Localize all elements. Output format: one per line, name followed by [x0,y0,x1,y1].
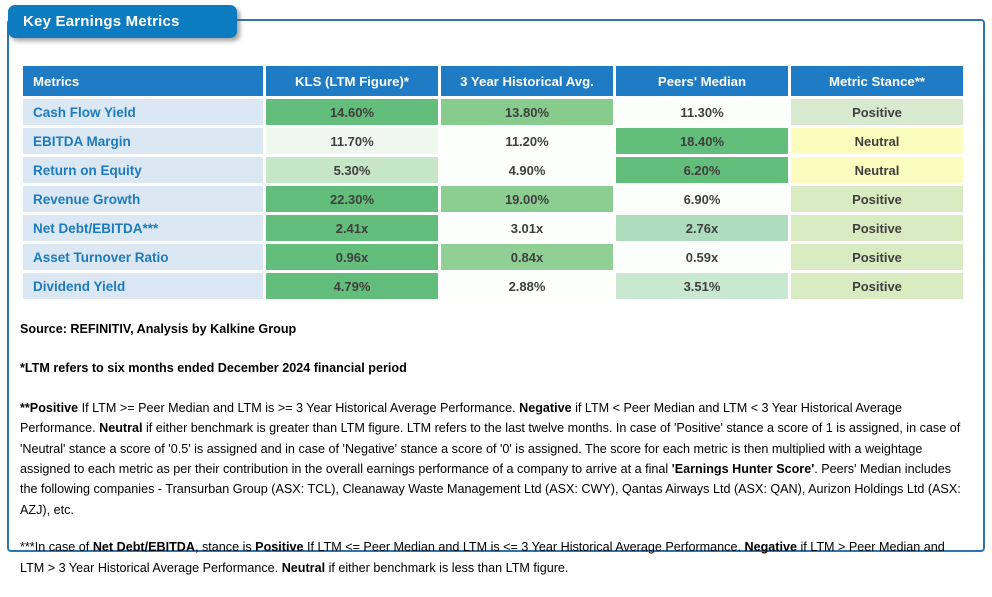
table-header-row: Metrics KLS (LTM Figure)* 3 Year Historica… [23,66,963,96]
table-row: Asset Turnover Ratio 0.96x 0.84x 0.59x Posit… [23,244,963,270]
value-cell: 2.41x [266,215,438,241]
stance-cell: Positive [791,273,963,299]
value-cell: 0.59x [616,244,788,270]
value-cell: 4.79% [266,273,438,299]
value-cell: 13.80% [441,99,613,125]
footnote-text: if LTM < Peer Median and LTM < 3 Year Hi… [20,400,903,436]
footnote-text: ***In case of [20,540,93,555]
column-header-metrics: Metrics [23,66,263,96]
table-row: Return on Equity 5.30% 4.90% 6.20% Neutral [23,157,963,183]
column-header-kls-ltm: KLS (LTM Figure)* [266,66,438,96]
metric-cell: Dividend Yield [23,273,263,299]
table-head: Metrics KLS (LTM Figure)* 3 Year Historica… [23,66,963,96]
footnote-source: Source: REFINITIV, Analysis by Kalkine G… [20,319,972,339]
column-header-peers-median: Peers' Median [616,66,788,96]
value-cell: 6.20% [616,157,788,183]
title-tab: Key Earnings Metrics [8,5,237,38]
metric-cell: Net Debt/EBITDA*** [23,215,263,241]
footnote-ltm-definition: *LTM refers to six months ended December… [20,358,972,378]
table-body: Cash Flow Yield 14.60% 13.80% 11.30% Positiv… [23,99,963,299]
footnote-text: Net Debt/EBITDA [92,540,195,555]
stance-cell: Positive [791,186,963,212]
stance-cell: Positive [791,215,963,241]
value-cell: 19.00% [441,186,613,212]
value-cell: 5.30% [266,157,438,183]
table-row: Cash Flow Yield 14.60% 13.80% 11.30% Positiv… [23,99,963,125]
value-cell: 11.70% [266,128,438,154]
table-row: EBITDA Margin 11.70% 11.20% 18.40% Neutral [23,128,963,154]
footnote-text: Negative [519,400,572,415]
content-frame: Metrics KLS (LTM Figure)* 3 Year Historica… [7,19,985,575]
footnote-text: Positive [255,540,304,555]
value-cell: 3.01x [441,215,613,241]
value-cell: 3.51% [616,273,788,299]
value-cell: 0.96x [266,244,438,270]
table-row: Net Debt/EBITDA*** 2.41x 3.01x 2.76x Positiv… [23,215,963,241]
value-cell: 0.84x [441,244,613,270]
metric-cell: Cash Flow Yield [23,99,263,125]
value-cell: 11.20% [441,128,613,154]
footnote-text: Neutral [99,421,143,436]
footnote-text: If LTM >= Peer Median and LTM is >= 3 Ye… [78,400,520,415]
value-cell: 14.60% [266,99,438,125]
footnote-text: If LTM <= Peer Median and LTM is <= 3 Ye… [303,540,745,555]
stance-cell: Neutral [791,128,963,154]
footnote-text: . Peers' Median includes the following c… [20,461,961,517]
footnote-text: if either benchmark is less than LTM fig… [325,560,569,575]
footnote-text: Source: REFINITIV, Analysis by Kalkine G… [20,322,297,336]
footnote-net-debt-stance: ***In case of Net Debt/EBITDA, stance is… [20,537,972,578]
page-title: Key Earnings Metrics [23,13,180,30]
footnote-text: Negative [744,540,797,555]
value-cell: 18.40% [616,128,788,154]
metric-cell: Asset Turnover Ratio [23,244,263,270]
footnote-text: Neutral [281,560,326,575]
footnote-text: 'Earnings Hunter Score' [671,461,815,476]
column-header-hist-avg: 3 Year Historical Avg. [441,66,613,96]
value-cell: 2.76x [616,215,788,241]
footnote-stance-methodology: **Positive If LTM >= Peer Median and LTM… [20,398,972,520]
footnote-text: **Positive [20,400,79,415]
value-cell: 11.30% [616,99,788,125]
stance-cell: Positive [791,99,963,125]
stance-cell: Neutral [791,157,963,183]
table-row: Revenue Growth 22.30% 19.00% 6.90% Positive [23,186,963,212]
table-row: Dividend Yield 4.79% 2.88% 3.51% Positive [23,273,963,299]
value-cell: 6.90% [616,186,788,212]
footnote-text: , stance is [194,540,256,555]
key-earnings-metrics-table: Metrics KLS (LTM Figure)* 3 Year Historica… [20,63,966,302]
value-cell: 22.30% [266,186,438,212]
footnotes-section: Source: REFINITIV, Analysis by Kalkine G… [20,319,972,597]
column-header-metric-stance: Metric Stance** [791,66,963,96]
stance-cell: Positive [791,244,963,270]
footnote-text: if either benchmark is greater than LTM … [20,421,961,476]
value-cell: 2.88% [441,273,613,299]
metric-cell: Revenue Growth [23,186,263,212]
metric-cell: EBITDA Margin [23,128,263,154]
metric-cell: Return on Equity [23,157,263,183]
value-cell: 4.90% [441,157,613,183]
footnote-text: *LTM refers to six months ended December… [20,361,407,376]
